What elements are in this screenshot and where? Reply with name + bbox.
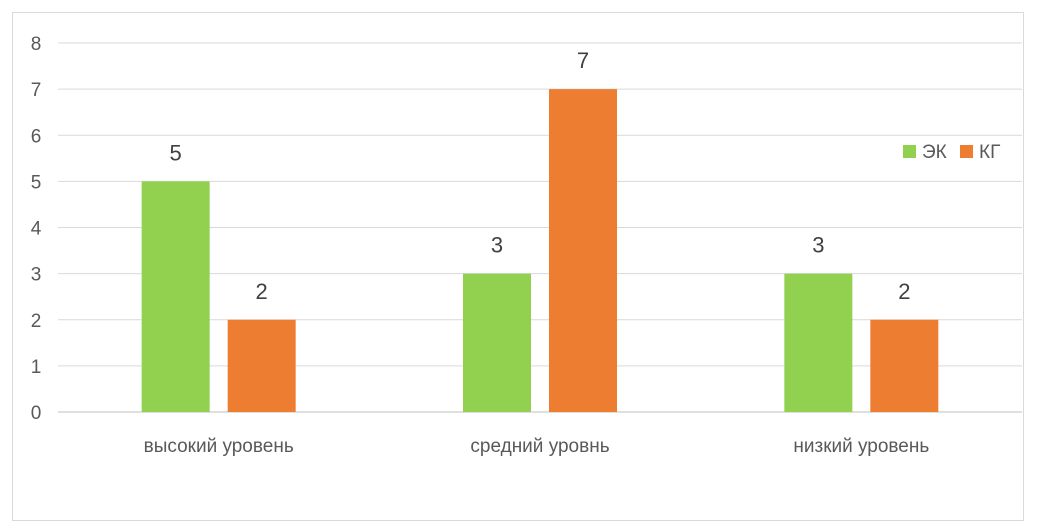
bar-kg-2	[870, 319, 939, 412]
legend-swatch-ek	[903, 145, 916, 158]
category-label: низкий уровень	[793, 436, 929, 457]
y-tick-label: 1	[31, 357, 42, 378]
data-label: 7	[577, 48, 589, 73]
y-tick-label: 0	[31, 403, 42, 424]
y-tick-label: 5	[31, 172, 42, 193]
legend-swatch-kg	[960, 145, 973, 158]
bar-kg-0	[227, 319, 296, 412]
bar-ek-0	[141, 181, 210, 412]
legend-label: КГ	[979, 142, 1000, 163]
data-label: 2	[898, 279, 910, 304]
y-tick-label: 4	[31, 219, 42, 240]
legend-label: ЭК	[922, 142, 947, 163]
category-label: высокий уровень	[144, 436, 294, 457]
data-label: 3	[812, 233, 824, 258]
y-tick-label: 2	[31, 311, 42, 332]
data-label: 2	[256, 279, 268, 304]
y-tick-label: 8	[31, 34, 42, 55]
bar-ek-1	[463, 273, 531, 412]
data-label: 5	[170, 140, 182, 165]
bar-kg-1	[549, 89, 617, 412]
bar-ek-2	[784, 273, 853, 412]
data-label: 3	[491, 233, 503, 258]
y-tick-label: 6	[31, 126, 42, 147]
category-label: средний уровнь	[470, 436, 609, 457]
y-tick-label: 7	[31, 80, 42, 101]
y-tick-label: 3	[31, 265, 42, 286]
